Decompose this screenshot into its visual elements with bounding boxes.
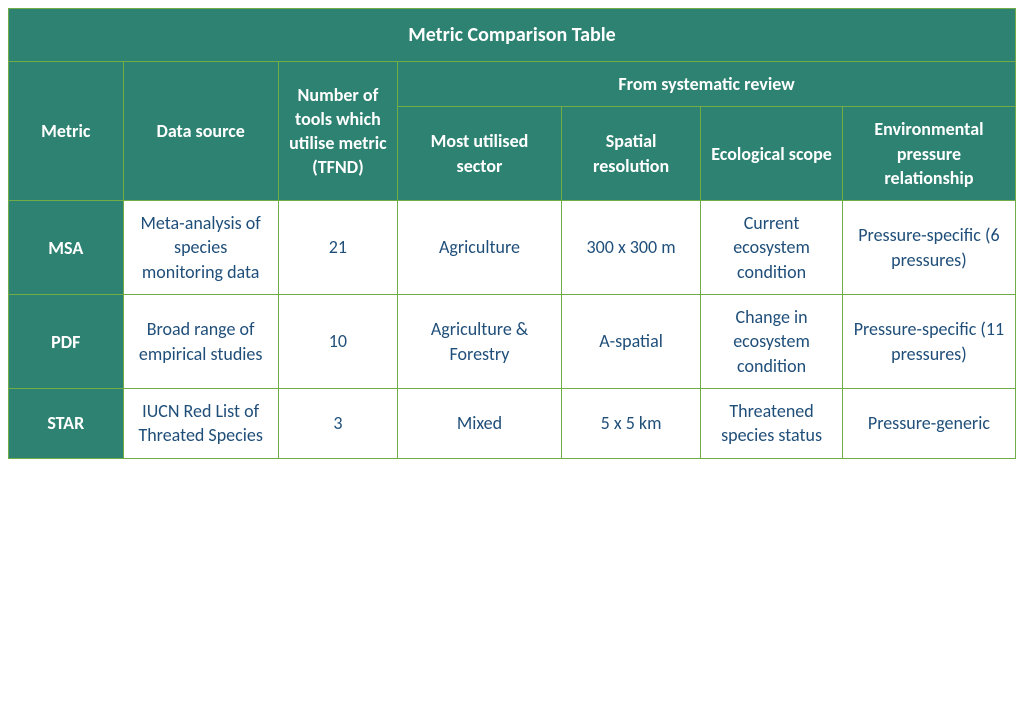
col-header-source: Data source xyxy=(123,62,278,201)
row-sector: Mixed xyxy=(398,388,562,458)
row-spatial: 300 x 300 m xyxy=(561,201,700,295)
row-sector: Agriculture & Forestry xyxy=(398,295,562,389)
metric-comparison-table: Metric Comparison Table Metric Data sour… xyxy=(8,8,1016,459)
row-source: Broad range of empirical studies xyxy=(123,295,278,389)
row-metric: MSA xyxy=(9,201,124,295)
row-tools: 21 xyxy=(278,201,397,295)
col-header-group: From systematic review xyxy=(398,62,1016,107)
row-spatial: 5 x 5 km xyxy=(561,388,700,458)
row-pressure: Pressure-specific (11 pressures) xyxy=(842,295,1015,389)
col-header-metric: Metric xyxy=(9,62,124,201)
row-spatial: A-spatial xyxy=(561,295,700,389)
row-metric: PDF xyxy=(9,295,124,389)
row-pressure: Pressure-specific (6 pressures) xyxy=(842,201,1015,295)
row-pressure: Pressure-generic xyxy=(842,388,1015,458)
col-header-scope: Ecological scope xyxy=(701,107,843,201)
row-tools: 10 xyxy=(278,295,397,389)
row-scope: Threatened species status xyxy=(701,388,843,458)
row-scope: Current ecosystem condition xyxy=(701,201,843,295)
col-header-spatial: Spatial resolution xyxy=(561,107,700,201)
row-scope: Change in ecosystem condition xyxy=(701,295,843,389)
col-header-pressure: Environmental pressure relationship xyxy=(842,107,1015,201)
table-row: MSA Meta-analysis of species monitoring … xyxy=(9,201,1016,295)
table-row: PDF Broad range of empirical studies 10 … xyxy=(9,295,1016,389)
row-metric: STAR xyxy=(9,388,124,458)
table-row: STAR IUCN Red List of Threated Species 3… xyxy=(9,388,1016,458)
col-header-sector: Most utilised sector xyxy=(398,107,562,201)
row-sector: Agriculture xyxy=(398,201,562,295)
row-source: Meta-analysis of species monitoring data xyxy=(123,201,278,295)
col-header-tools: Number of tools which utilise metric (TF… xyxy=(278,62,397,201)
row-tools: 3 xyxy=(278,388,397,458)
row-source: IUCN Red List of Threated Species xyxy=(123,388,278,458)
table-title: Metric Comparison Table xyxy=(9,9,1016,62)
